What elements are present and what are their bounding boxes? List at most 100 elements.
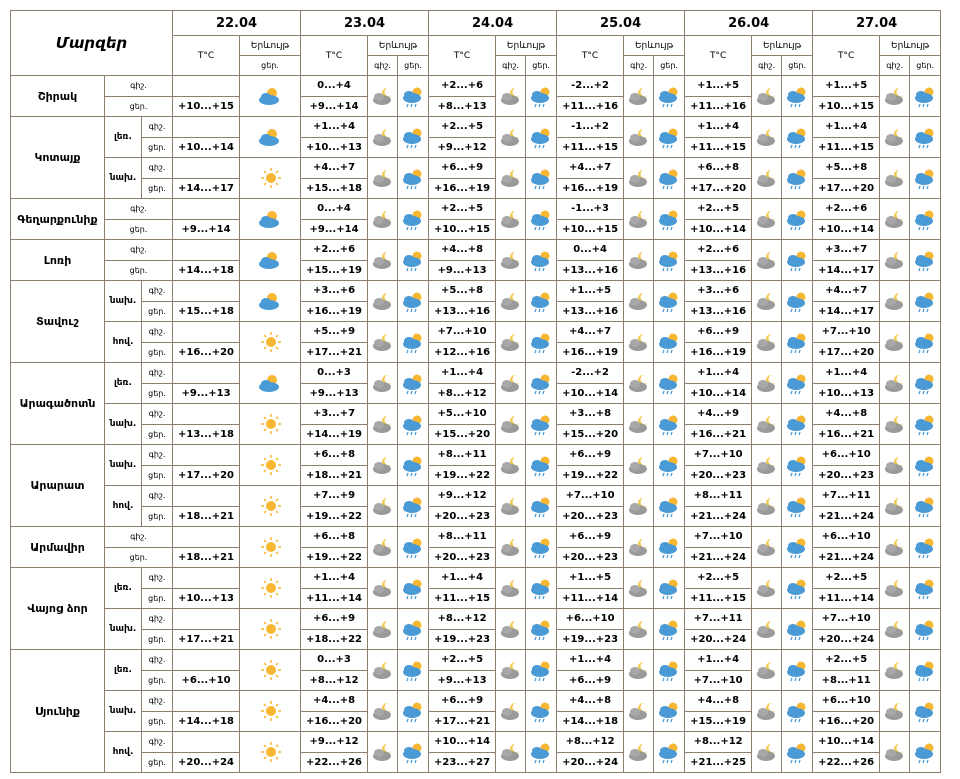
- icon-cell: [653, 198, 686, 240]
- weather-icon: [915, 87, 934, 107]
- icon-cell: [781, 444, 814, 486]
- temperature: +16...+20: [172, 341, 241, 363]
- night-label: գիշ.: [140, 321, 174, 343]
- icon-cell: [879, 362, 911, 404]
- icon-cell: [623, 608, 655, 650]
- temperature: +15...+19: [300, 259, 369, 281]
- night-label: գիշ.: [140, 280, 174, 302]
- temperature: +10...+14: [684, 218, 753, 240]
- temperature: +9...+13: [172, 382, 241, 404]
- day-label: ցեր.: [103, 546, 174, 568]
- temperature: +9...+13: [300, 382, 369, 404]
- icon-cell: [781, 157, 814, 199]
- weather-icon: [372, 128, 391, 146]
- temperature: +2...+6: [812, 198, 881, 220]
- data-row: ցեր. +18...+21 +19...+22 +20...+23 +20...+23…: [11, 546, 941, 568]
- icon-cell: [525, 321, 558, 363]
- weather-icon: [372, 497, 391, 515]
- temp-empty: [172, 403, 241, 425]
- temperature: +13...+16: [556, 259, 625, 281]
- weather-icon: [500, 333, 519, 351]
- icon-cell: [879, 116, 911, 158]
- weather-icon: [659, 538, 678, 558]
- temperature: +20...+24: [172, 751, 241, 773]
- temperature: +1...+5: [556, 567, 625, 589]
- weather-icon: [500, 374, 519, 392]
- temperature: +5...+8: [812, 157, 881, 179]
- weather-icon: [884, 661, 903, 679]
- temperature: +13...+16: [556, 300, 625, 322]
- weather-icon: [787, 210, 806, 230]
- weather-icon: [261, 413, 282, 434]
- weather-icon: [756, 579, 775, 597]
- data-row: նախ. գիշ. +6...+9 +8...+12 +6...+10 +7...+11 +…: [11, 608, 942, 650]
- night-label: գիշ.: [103, 239, 174, 261]
- icon-cell: [653, 157, 686, 199]
- temperature: +1...+4: [428, 567, 497, 589]
- forecast-table: Մարզեր 22.04 23.04 24.04 25.04 26.04 27.04 T°C Ե…: [9, 10, 942, 773]
- icon-cell: [525, 567, 558, 609]
- temperature: +7...+10: [684, 526, 753, 548]
- icon-cell: [239, 280, 302, 322]
- night-label: գիշ.: [140, 444, 174, 466]
- day-label: ցեր.: [140, 669, 174, 691]
- weather-icon: [915, 743, 934, 763]
- data-row: Սյունիք լեռ. գիշ. 0...+3 +2...+5 +1...+4 +1...…: [10, 649, 942, 773]
- weather-icon: [915, 497, 934, 517]
- temperature: +5...+10: [428, 403, 497, 425]
- weather-icon: [372, 87, 391, 105]
- temperature: +9...+14: [172, 218, 241, 240]
- region-name: Արագածոտն: [10, 362, 105, 445]
- icon-cell: [751, 608, 783, 650]
- weather-icon: [756, 743, 775, 761]
- icon-cell: [781, 321, 814, 363]
- icon-cell: [239, 116, 302, 158]
- temperature: +3...+6: [300, 280, 369, 302]
- icon-cell: [879, 649, 911, 691]
- temperature: +19...+22: [428, 464, 497, 486]
- weather-icon: [884, 333, 903, 351]
- weather-icon: [403, 661, 422, 681]
- temperature: +9...+14: [300, 95, 369, 117]
- temperature: +2...+5: [428, 649, 497, 671]
- temperature: +16...+19: [556, 341, 625, 363]
- icon-cell: [239, 567, 302, 609]
- temperature: +21...+24: [812, 546, 881, 568]
- temperature: +6...+8: [300, 444, 369, 466]
- temperature: +2...+5: [684, 567, 753, 589]
- icon-cell: [653, 690, 686, 732]
- temperature: +16...+21: [684, 423, 753, 445]
- day-header: ցեր.: [653, 55, 686, 76]
- weather-icon: [259, 87, 280, 105]
- icon-cell: [751, 239, 783, 281]
- temperature: +1...+4: [812, 116, 881, 138]
- icon-cell: [397, 608, 430, 650]
- temperature: +15...+19: [684, 710, 753, 732]
- weather-icon: [787, 456, 806, 476]
- icon-cell: [781, 731, 814, 773]
- weather-icon: [659, 579, 678, 599]
- temperature: +18...+21: [172, 546, 241, 568]
- day-label: ցեր.: [140, 300, 174, 322]
- icon-cell: [909, 444, 942, 486]
- weather-icon: [659, 702, 678, 722]
- temperature: +2...+5: [684, 198, 753, 220]
- icon-cell: [239, 731, 302, 773]
- weather-icon: [915, 702, 934, 722]
- icon-cell: [397, 280, 430, 322]
- icon-cell: [623, 362, 655, 404]
- weather-icon: [531, 661, 550, 681]
- weather-icon: [915, 661, 934, 681]
- weather-icon: [261, 454, 282, 475]
- temperature: +6...+10: [812, 526, 881, 548]
- weather-icon: [628, 538, 647, 556]
- day-header: ցեր.: [781, 55, 814, 76]
- temperature: +16...+19: [300, 300, 369, 322]
- icon-cell: [751, 280, 783, 322]
- weather-icon: [372, 415, 391, 433]
- weather-icon: [659, 251, 678, 271]
- day-label: ցեր.: [140, 341, 174, 363]
- temperature: +11...+15: [684, 136, 753, 158]
- temperature: +14...+19: [300, 423, 369, 445]
- data-row: նախ. գիշ. +4...+7 +6...+9 +4...+7 +6...+8 +5..…: [11, 157, 942, 199]
